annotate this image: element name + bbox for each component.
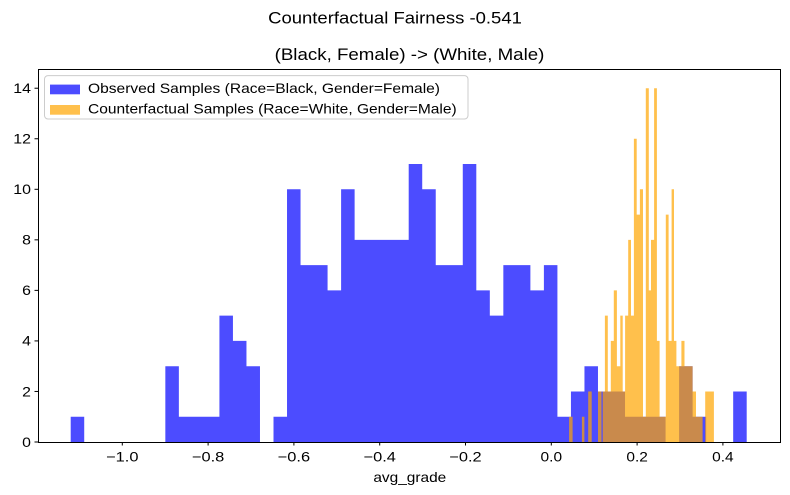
- svg-text:−1.0: −1.0: [106, 448, 139, 464]
- svg-text:−0.6: −0.6: [278, 448, 311, 464]
- svg-text:−0.4: −0.4: [364, 448, 397, 464]
- svg-text:8: 8: [22, 232, 31, 248]
- svg-text:6: 6: [22, 282, 31, 298]
- svg-text:4: 4: [22, 333, 31, 349]
- svg-text:Observed Samples (Race=Black,: Observed Samples (Race=Black, Gender=Fem…: [88, 80, 440, 96]
- svg-text:0: 0: [22, 434, 31, 450]
- svg-text:10: 10: [13, 181, 31, 197]
- svg-text:(Black, Female) -> (White, Mal: (Black, Female) -> (White, Male): [275, 45, 545, 64]
- svg-text:14: 14: [13, 80, 31, 96]
- svg-text:0.0: 0.0: [541, 448, 563, 464]
- svg-text:0.2: 0.2: [626, 448, 648, 464]
- svg-text:Counterfactual Fairness -0.541: Counterfactual Fairness -0.541: [268, 9, 522, 28]
- svg-text:12: 12: [13, 131, 31, 147]
- svg-text:avg_grade: avg_grade: [373, 469, 446, 485]
- svg-text:2: 2: [22, 383, 31, 399]
- svg-text:Counterfactual Samples (Race=W: Counterfactual Samples (Race=White, Gend…: [88, 100, 457, 116]
- svg-text:−0.2: −0.2: [449, 448, 482, 464]
- svg-text:0.4: 0.4: [712, 448, 734, 464]
- svg-text:−0.8: −0.8: [192, 448, 225, 464]
